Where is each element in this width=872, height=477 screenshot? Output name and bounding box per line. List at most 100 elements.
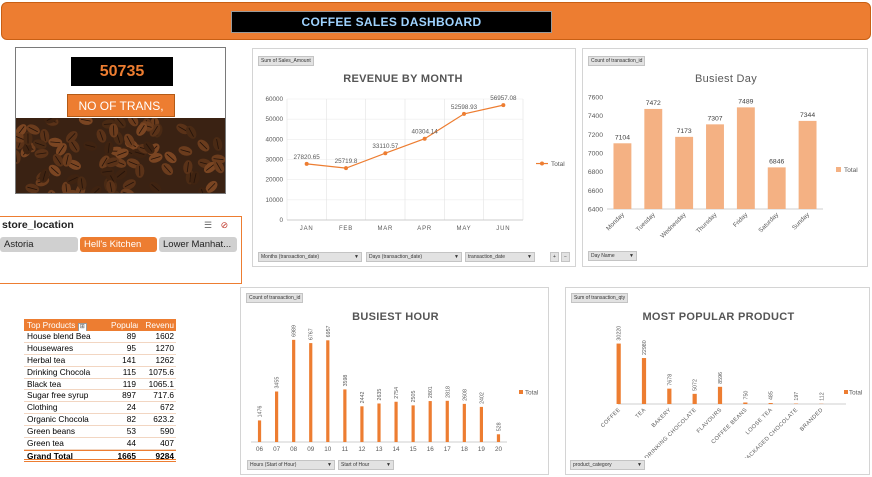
- popularity-cell: 115: [122, 366, 136, 377]
- collapse-field-button[interactable]: −: [561, 252, 570, 262]
- data-label: 8596: [718, 372, 724, 384]
- bar: [616, 343, 621, 404]
- bar: [411, 405, 415, 442]
- x-tick-label: COFFEE: [600, 407, 622, 429]
- table-row[interactable]: Housewares 95 1270: [24, 343, 176, 355]
- coffee-bean-crease: [150, 156, 161, 160]
- coffee-bean-crease: [205, 164, 215, 171]
- coffee-bean-crease: [189, 172, 192, 183]
- x-tick-label: Saturday: [757, 211, 780, 234]
- product-category-filter-dropdown[interactable]: product_category ▼: [570, 460, 645, 470]
- date-filter-dropdown[interactable]: transaction_date ▼: [465, 252, 535, 262]
- data-label: 56957.08: [490, 95, 517, 102]
- coffee-beans-image: [16, 118, 225, 193]
- data-point: [344, 166, 348, 171]
- value-field-tag[interactable]: Count of transaction_id: [588, 56, 646, 66]
- value-field-tag[interactable]: Sum of transaction_qty: [571, 293, 629, 303]
- x-tick-label: DRINKING CHOCOLATE: [644, 407, 698, 458]
- popularity-cell: 119: [122, 378, 136, 389]
- y-tick-label: 10000: [265, 197, 283, 204]
- data-label: 750: [743, 391, 749, 400]
- legend-point-marker: [540, 161, 544, 166]
- product-name-cell: Green tea: [27, 438, 64, 449]
- data-label: 6989: [292, 325, 298, 337]
- x-tick-label: 16: [427, 446, 435, 453]
- x-tick-label: 14: [393, 446, 401, 453]
- hours-filter-dropdown[interactable]: Hours (Start of Hour) ▼: [247, 460, 335, 470]
- x-tick-label: 06: [256, 446, 264, 453]
- header-banner: COFFEE SALES DASHBOARD: [1, 2, 871, 40]
- coffee-bean-crease: [34, 142, 45, 147]
- data-point: [383, 151, 388, 156]
- table-row[interactable]: Green beans 53 590: [24, 426, 176, 439]
- filter-icon[interactable]: ⊞: [77, 323, 87, 331]
- x-tick-label: MAY: [457, 226, 472, 232]
- coffee-bean-crease: [112, 125, 115, 136]
- coffee-bean-crease: [28, 126, 38, 133]
- data-point: [422, 136, 427, 141]
- product-name-cell: Housewares: [27, 342, 74, 353]
- column-header-product[interactable]: Top Products ⊞: [27, 320, 87, 331]
- bar: [743, 402, 748, 404]
- slicer-controls: ☰ ⊘: [204, 220, 228, 231]
- clear-filter-icon[interactable]: ⊘: [220, 220, 229, 230]
- legend-marker: [836, 167, 841, 172]
- legend-label: Total: [849, 390, 862, 397]
- table-row[interactable]: Drinking Chocola 115 1075.6: [24, 367, 176, 379]
- product-name-cell: Clothing: [27, 402, 58, 413]
- months-filter-dropdown[interactable]: Months (transaction_date) ▼: [258, 252, 362, 262]
- coffee-bean-crease: [80, 178, 83, 189]
- multi-select-icon[interactable]: ☰: [204, 220, 213, 230]
- popularity-cell: 89: [126, 331, 136, 341]
- product-name-cell: House blend Bea: [27, 331, 91, 341]
- coffee-bean-crease: [216, 162, 222, 172]
- data-label: 7344: [800, 112, 815, 119]
- data-label: 5072: [693, 379, 699, 391]
- start-of-hour-filter-dropdown[interactable]: Start of Hour ▼: [338, 460, 394, 470]
- busiest-hour-bar-chart: 1476 06 3455 07 6989 08 6767 09 6957 10 3598 11 2442…: [251, 325, 538, 453]
- data-label: 485: [769, 391, 775, 400]
- day-name-filter-dropdown[interactable]: Day Name ▼: [588, 251, 637, 261]
- expand-field-button[interactable]: +: [550, 252, 559, 262]
- kpi-label: NO OF TRANS,: [67, 94, 175, 117]
- table-row[interactable]: Green tea 44 407: [24, 438, 176, 450]
- data-label: 2801: [428, 386, 434, 398]
- coffee-bean-crease: [116, 170, 126, 178]
- column-header-popularity: Popularit: [111, 320, 138, 330]
- product-name-cell: Green beans: [27, 426, 75, 437]
- coffee-bean-crease: [138, 125, 145, 134]
- bar: [360, 406, 364, 442]
- table-row[interactable]: Organic Chocola 82 623.2: [24, 414, 176, 427]
- data-label: 7472: [646, 100, 661, 107]
- table-row[interactable]: Black tea 119 1065.1: [24, 379, 176, 391]
- table-row[interactable]: Clothing 24 672: [24, 402, 176, 415]
- x-tick-label: 07: [273, 446, 281, 453]
- coffee-bean-crease: [122, 191, 133, 193]
- days-filter-dropdown[interactable]: Days (transaction_date) ▼: [366, 252, 462, 262]
- table-row[interactable]: House blend Bea 89 1602: [24, 331, 176, 343]
- table-row[interactable]: Sugar free syrup 897 717.6: [24, 390, 176, 403]
- popular-product-panel: Sum of transaction_qty MOST POPULAR PROD…: [565, 287, 870, 475]
- coffee-bean-crease: [16, 135, 24, 140]
- value-field-tag[interactable]: Count of transaction_id: [246, 293, 304, 303]
- data-point: [462, 111, 466, 116]
- coffee-bean-crease: [50, 141, 61, 144]
- data-label: 197: [794, 392, 800, 401]
- bar: [292, 339, 296, 442]
- x-tick-label: TEA: [635, 407, 648, 420]
- bar: [326, 340, 330, 442]
- data-label: 2635: [377, 389, 383, 401]
- column-header-revenue: Revenu: [145, 320, 174, 330]
- x-tick-label: 13: [375, 446, 383, 453]
- value-field-tag[interactable]: Sum of Sales_Amount: [258, 56, 314, 66]
- coffee-bean-crease: [69, 162, 80, 168]
- table-row[interactable]: Herbal tea 141 1262: [24, 355, 176, 367]
- coffee-bean-crease: [71, 141, 78, 151]
- slicer-item-astoria[interactable]: Astoria: [0, 237, 78, 252]
- x-tick-label: Sunday: [791, 211, 812, 232]
- slicer-item-lower-manhattan[interactable]: Lower Manhat...: [159, 237, 237, 252]
- legend-marker: [844, 390, 848, 394]
- coffee-bean-crease: [200, 189, 206, 193]
- slicer-item-hells-kitchen[interactable]: Hell's Kitchen: [80, 237, 157, 252]
- revenue-cell: 1602: [155, 331, 174, 341]
